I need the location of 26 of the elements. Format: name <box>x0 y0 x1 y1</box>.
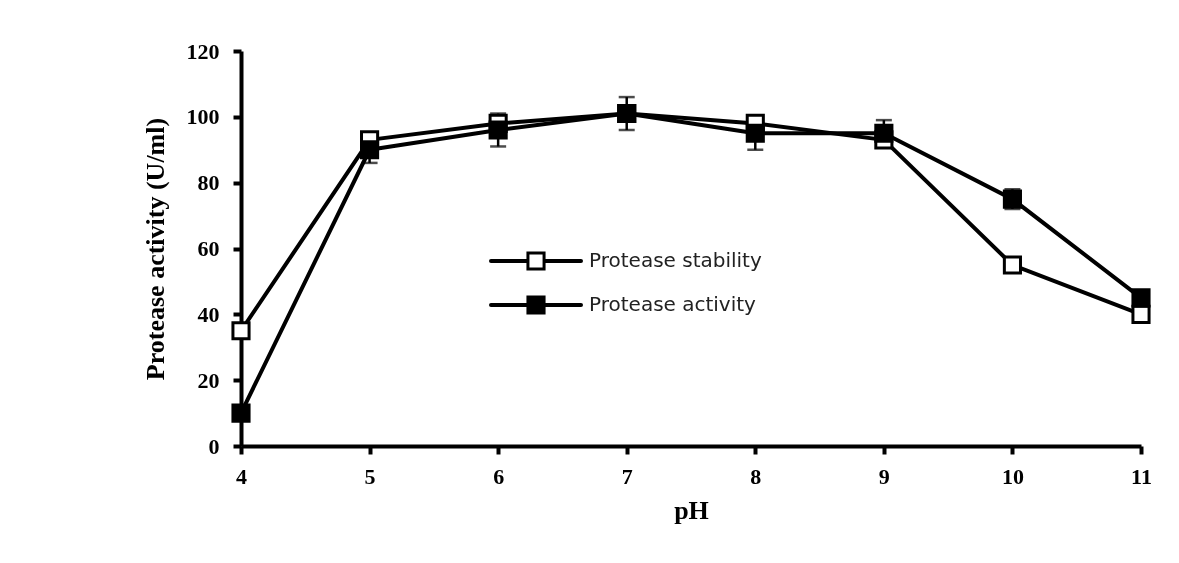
point <box>1131 288 1151 308</box>
y-tick-label: 60 <box>197 236 220 261</box>
x-tick-label: 5 <box>364 463 376 489</box>
y-axis-title: Protease activity (U/ml) <box>140 117 170 381</box>
x-tick-label: 8 <box>750 463 762 489</box>
x-tick-label: 10 <box>1001 463 1024 489</box>
point <box>745 123 765 143</box>
x-tick-label: 9 <box>878 463 890 489</box>
point <box>1002 255 1022 275</box>
legend-label: Protease activity <box>589 292 757 316</box>
point <box>231 321 251 341</box>
y-tick-label: 0 <box>208 433 220 459</box>
y-tick-label: 40 <box>197 301 220 327</box>
x-axis-title: pH <box>674 495 709 525</box>
x-tick-label: 11 <box>1131 463 1152 489</box>
x-tick-label: 7 <box>621 463 633 489</box>
point <box>231 403 251 423</box>
point <box>1131 304 1151 324</box>
y-tick-label: 100 <box>186 104 220 130</box>
legend-label: Protease stability <box>589 248 762 272</box>
y-tick-label: 20 <box>197 367 220 393</box>
y-tick-label: 80 <box>197 170 220 196</box>
y-tick-label: 120 <box>186 38 220 64</box>
point <box>488 120 508 140</box>
x-tick-label: 6 <box>493 463 505 489</box>
x-tick-label: 4 <box>236 463 247 489</box>
